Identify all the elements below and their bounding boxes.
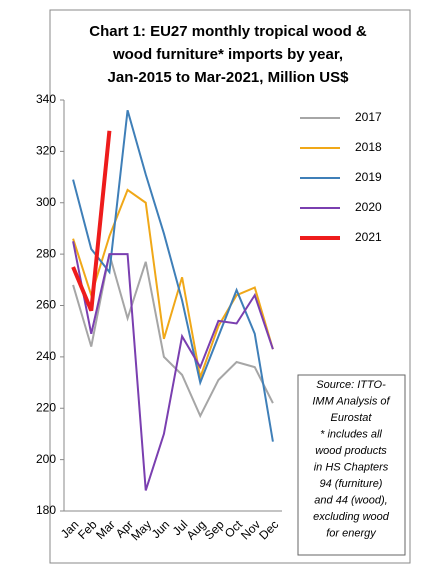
note-text: and 44 (wood), — [314, 494, 387, 506]
series-line — [71, 130, 112, 312]
y-tick-label: 260 — [36, 298, 56, 312]
y-tick-label: 200 — [36, 452, 56, 466]
y-tick-label: 300 — [36, 195, 56, 209]
note-text: Source: ITTO- — [316, 379, 386, 391]
legend-label: 2017 — [355, 110, 382, 124]
note-text: * includes all — [320, 428, 382, 440]
note-text: in HS Chapters — [314, 461, 389, 473]
legend-label: 2021 — [355, 230, 382, 244]
note-text: 94 (furniture) — [320, 478, 383, 490]
note-text: excluding wood — [313, 511, 390, 523]
series-line — [72, 188, 274, 382]
legend-label: 2020 — [355, 200, 382, 214]
note-box — [297, 374, 406, 556]
legend-label: 2019 — [355, 170, 382, 184]
y-tick-label: 220 — [36, 400, 56, 414]
legend-label: 2018 — [355, 140, 382, 154]
series-line — [72, 241, 274, 491]
chart-title: wood furniture* imports by year, — [112, 46, 343, 63]
note-text: for energy — [326, 527, 377, 539]
y-tick-label: 180 — [36, 503, 56, 517]
chart-title: Jan-2015 to Mar-2021, Million US$ — [108, 69, 350, 86]
y-tick-label: 340 — [36, 92, 56, 106]
note-text: IMM Analysis of — [312, 395, 390, 407]
y-tick-label: 320 — [36, 144, 56, 158]
y-tick-label: 240 — [36, 349, 56, 363]
note-text: Eurostat — [331, 412, 373, 424]
y-tick-label: 280 — [36, 246, 56, 260]
note-text: wood products — [315, 445, 387, 457]
chart-title: Chart 1: EU27 monthly tropical wood & — [89, 23, 367, 40]
